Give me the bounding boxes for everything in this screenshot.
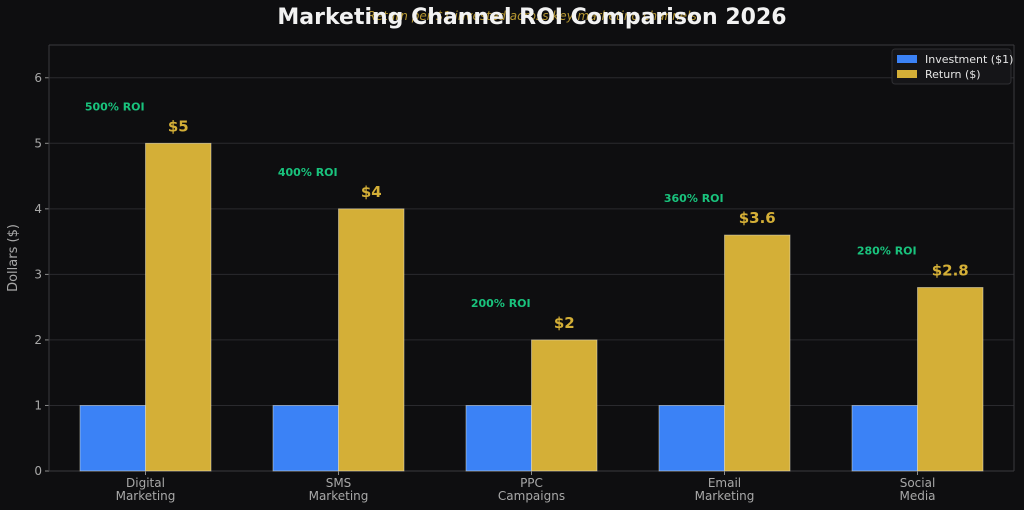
legend-label: Investment ($1) (925, 53, 1013, 66)
roi-label: 400% ROI (278, 166, 338, 179)
y-tick-label: 5 (34, 136, 42, 150)
y-tick-label: 6 (34, 71, 42, 85)
return-value-label: $3.6 (739, 209, 776, 227)
roi-label: 200% ROI (471, 297, 531, 310)
return-value-label: $2.8 (932, 261, 969, 279)
return-value-label: $2 (554, 314, 575, 332)
return-bar (531, 339, 598, 472)
investment-bar (658, 405, 725, 472)
x-tick-label: Social (900, 476, 936, 490)
return-value-label: $4 (361, 183, 382, 201)
roi-label: 500% ROI (85, 100, 145, 113)
legend-box (891, 48, 1012, 85)
y-tick-label: 0 (34, 464, 42, 478)
x-tick-label: PPC (520, 476, 543, 490)
x-tick-label: Marketing (116, 489, 176, 503)
roi-label: 360% ROI (664, 192, 724, 205)
return-bar (145, 142, 212, 472)
return-bar (724, 234, 791, 472)
y-tick-label: 2 (34, 333, 42, 347)
legend: Investment ($1) Return ($) (891, 48, 1013, 85)
chart-title: Marketing Channel ROI Comparison 2026 (277, 5, 786, 30)
y-tick-label: 1 (34, 398, 42, 412)
return-bar (917, 287, 984, 472)
investment-bar (851, 405, 918, 472)
y-axis-label: Dollars ($) (6, 224, 21, 292)
investment-bar (79, 405, 146, 472)
x-tick-label: Digital (126, 476, 165, 490)
y-tick-label: 3 (34, 267, 42, 281)
roi-label: 280% ROI (857, 244, 917, 257)
return-bar (338, 208, 405, 472)
investment-bar (465, 405, 532, 472)
investment-bar (272, 405, 339, 472)
chart-subtitle: Return per $1 invested across key market… (367, 9, 696, 23)
legend-label: Return ($) (925, 68, 981, 81)
y-tick-label: 4 (34, 202, 42, 216)
x-tick-label: Campaigns (498, 489, 565, 503)
return-value-label: $5 (168, 117, 189, 135)
x-tick-label: Media (899, 489, 935, 503)
x-tick-label: Marketing (309, 489, 369, 503)
legend-swatch (897, 70, 917, 78)
x-tick-label: SMS (326, 476, 352, 490)
x-tick-label: Marketing (695, 489, 755, 503)
x-tick-label: Email (708, 476, 741, 490)
legend-swatch (897, 55, 917, 63)
